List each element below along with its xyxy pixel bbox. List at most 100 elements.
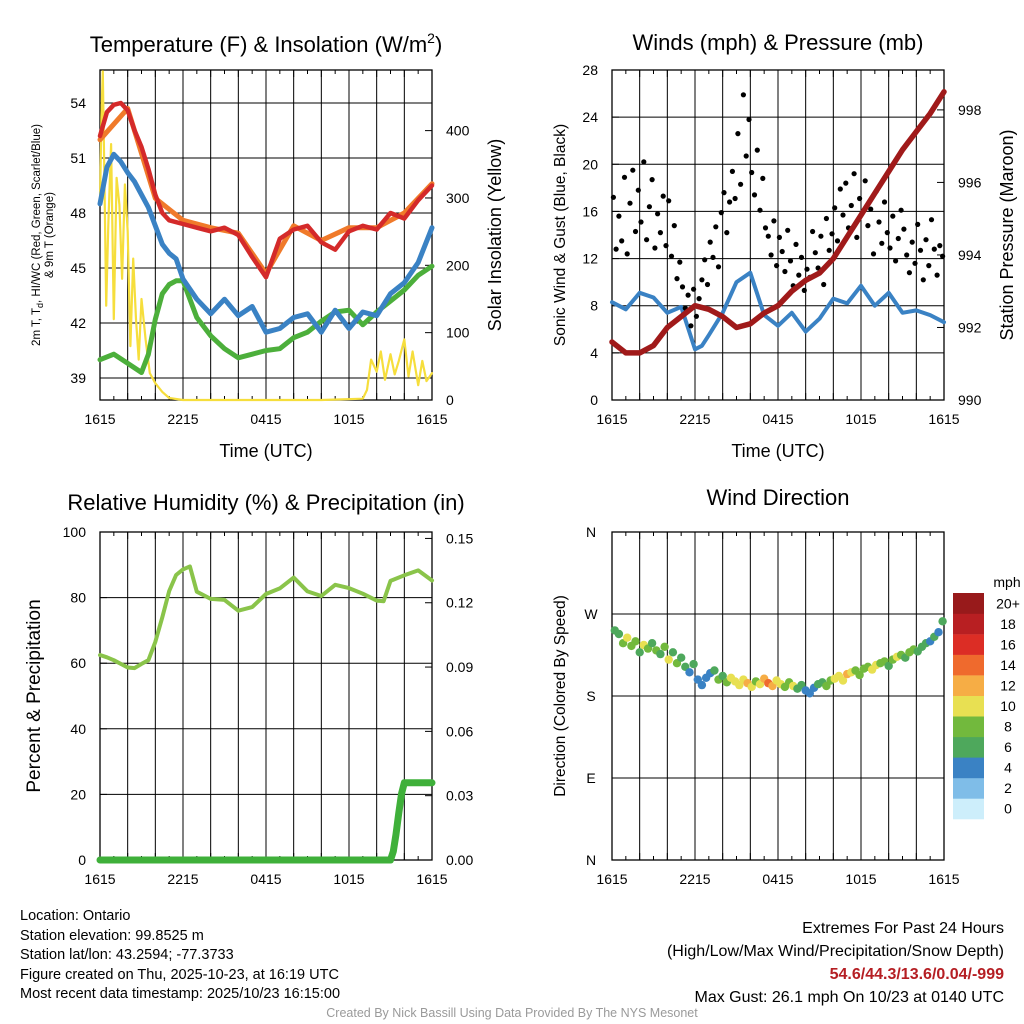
y-tick-label-left: 100: [63, 524, 87, 540]
gust-point: [862, 178, 868, 184]
gust-point: [718, 210, 724, 216]
station-elevation: Station elevation: 99.8525 m: [20, 927, 204, 944]
chart-title: Temperature (F) & Insolation (W/m2): [90, 30, 443, 57]
direction-point: [884, 661, 893, 671]
gust-point: [685, 292, 691, 298]
y-axis-label-left: 2m T, Td, HI/WC (Red, Green, Scarlet/Blu…: [31, 124, 45, 346]
y-tick-label-left: 8: [590, 298, 598, 314]
gust-point: [641, 159, 647, 165]
gust-point: [638, 219, 644, 225]
direction-point: [635, 648, 644, 657]
colorbar-tick-label: 6: [1004, 739, 1012, 755]
y-tick-label-left: N: [586, 852, 596, 868]
gust-point: [743, 153, 749, 159]
gust-point: [826, 247, 832, 253]
gust-point: [854, 234, 860, 240]
y-tick-label-left: W: [584, 606, 598, 622]
series-line-2m-temperature: [97, 100, 435, 280]
colorbar-swatch: [953, 757, 984, 779]
colorbar-swatch: [953, 695, 984, 717]
title-close: ): [435, 32, 442, 57]
y-tick-label-right: 990: [958, 392, 982, 408]
direction-point: [938, 617, 947, 626]
gust-point: [746, 116, 752, 123]
gust-point: [713, 224, 719, 230]
gust-point: [843, 180, 849, 186]
gust-point: [740, 92, 747, 98]
gust-point: [624, 251, 630, 257]
direction-point: [660, 642, 669, 651]
extremes-title: Extremes For Past 24 Hours: [802, 920, 1004, 937]
y-tick-label-left: 0: [590, 392, 598, 408]
gust-point: [801, 287, 807, 293]
gust-point: [890, 213, 896, 219]
x-tick-label: 1615: [84, 871, 115, 887]
gust-point: [699, 277, 705, 283]
max-gust: Max Gust: 26.1 mph On 10/23 at 0140 UTC: [694, 989, 1005, 1006]
colorbar-tick-label: 4: [1004, 760, 1012, 776]
colorbar-tick-label: 12: [1000, 678, 1016, 694]
gust-point: [796, 272, 802, 278]
gust-point: [782, 268, 788, 275]
gust-point: [829, 231, 835, 237]
gust-point: [917, 247, 924, 253]
gust-point: [674, 276, 680, 282]
y-axis-label-right: Station Pressure (Maroon): [997, 129, 1017, 340]
y-tick-label-left: E: [586, 770, 595, 786]
gust-point: [630, 167, 636, 173]
station-location: Location: Ontario: [20, 908, 131, 924]
figure-created: Figure created on Thu, 2025-10-23, at 16…: [20, 966, 339, 983]
y-tick-label-left: 20: [70, 786, 86, 802]
x-tick-label: 1615: [596, 871, 627, 887]
gust-point: [915, 221, 921, 227]
y-tick-label-left: S: [586, 688, 595, 704]
gust-point: [696, 296, 702, 302]
x-tick-label: 1615: [84, 411, 115, 427]
gust-point: [621, 174, 628, 180]
colorbar-swatch: [953, 798, 984, 820]
y-tick-label-left: 48: [70, 205, 86, 221]
gust-point: [834, 238, 841, 244]
x-tick-label: 1015: [845, 871, 876, 887]
x-tick-label: 2215: [679, 411, 710, 427]
gust-point: [771, 218, 777, 224]
y-tick-label-right: 100: [446, 325, 470, 341]
label-rest: , HI/WC (Red, Green, Scarlet/Blue): [31, 124, 43, 303]
gust-point: [688, 323, 694, 329]
y-tick-label-right: 996: [958, 174, 982, 190]
y-tick-label-left: 51: [70, 150, 86, 166]
gust-point: [616, 213, 622, 219]
gust-point: [644, 237, 650, 243]
y-tick-label-left: 28: [582, 62, 598, 78]
gust-point: [884, 230, 890, 236]
y-axis-label-left-line2: & 9m T (Orange): [44, 192, 56, 278]
gust-point: [646, 204, 653, 210]
title-superscript: 2: [427, 30, 435, 46]
y-tick-label-right: 0.00: [446, 852, 473, 868]
gust-point: [668, 253, 675, 259]
gust-point: [610, 194, 617, 200]
y-tick-label-right: 994: [958, 247, 982, 263]
gust-point: [710, 254, 716, 260]
gust-point: [721, 190, 727, 196]
gust-point: [693, 313, 700, 319]
colorbar-tick-label: 14: [1000, 657, 1016, 673]
x-axis-label: Time (UTC): [219, 441, 312, 461]
direction-point: [718, 671, 727, 681]
direction-point: [647, 639, 657, 648]
gust-point: [666, 198, 672, 204]
y-tick-label-right: 998: [958, 102, 982, 118]
gust-point: [776, 234, 783, 240]
gust-point: [912, 260, 918, 266]
gust-point: [715, 264, 722, 270]
gust-point: [887, 245, 893, 251]
gust-point: [848, 202, 854, 209]
y-axis-label-left: Percent & Precipitation: [24, 599, 45, 792]
gust-point: [635, 187, 641, 193]
colorbar-swatch: [953, 675, 984, 696]
gust-point: [671, 223, 677, 229]
gust-point: [738, 181, 744, 187]
gust-point: [655, 211, 661, 217]
gust-point: [757, 207, 763, 213]
direction-point: [855, 670, 864, 680]
